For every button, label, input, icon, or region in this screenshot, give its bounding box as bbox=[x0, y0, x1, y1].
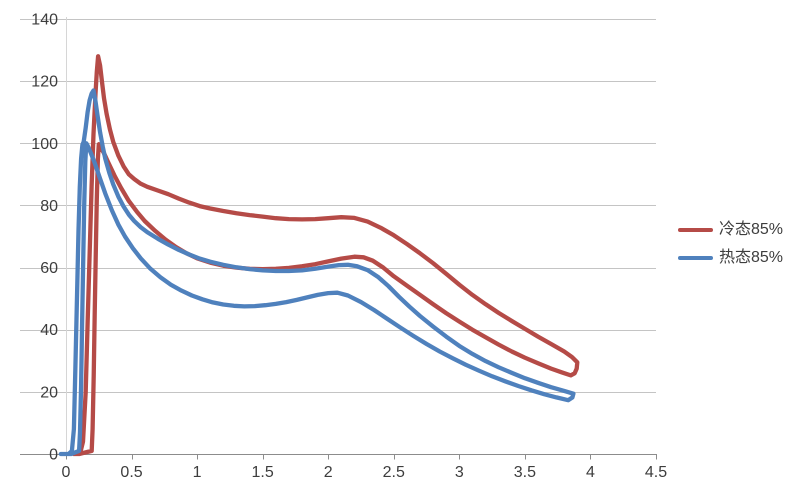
x-tick-label: 0.5 bbox=[120, 464, 142, 481]
legend-label: 热态85% bbox=[719, 249, 784, 266]
y-tick-label: 40 bbox=[40, 322, 58, 339]
series-curve-1 bbox=[71, 54, 580, 457]
legend-item-1: 冷态85% bbox=[678, 216, 783, 244]
y-tick-label: 140 bbox=[31, 12, 58, 29]
series-curve-2 bbox=[58, 88, 576, 457]
y-tick-label: 100 bbox=[31, 136, 58, 153]
legend-line-swatch bbox=[678, 228, 713, 232]
x-tick-label: 1 bbox=[193, 464, 202, 481]
y-tick-label: 0 bbox=[49, 447, 58, 464]
y-tick-label: 60 bbox=[40, 260, 58, 277]
y-tick-label: 80 bbox=[40, 198, 58, 215]
x-tick-label: 3.5 bbox=[514, 464, 536, 481]
x-tick-label: 4.5 bbox=[645, 464, 667, 481]
y-tick-label: 20 bbox=[40, 384, 58, 401]
legend-label: 冷态85% bbox=[719, 221, 784, 238]
legend-item-2: 热态85% bbox=[678, 244, 783, 272]
x-tick-label: 3 bbox=[455, 464, 464, 481]
chart-legend: 冷态85% 热态85% bbox=[678, 216, 783, 272]
y-tick-label: 120 bbox=[31, 74, 58, 91]
x-tick-label: 2 bbox=[324, 464, 333, 481]
x-tick-label: 1.5 bbox=[252, 464, 274, 481]
legend-line-swatch bbox=[678, 256, 713, 260]
x-tick-label: 2.5 bbox=[383, 464, 405, 481]
x-tick-label: 4 bbox=[586, 464, 595, 481]
x-tick-label: 0 bbox=[62, 464, 71, 481]
